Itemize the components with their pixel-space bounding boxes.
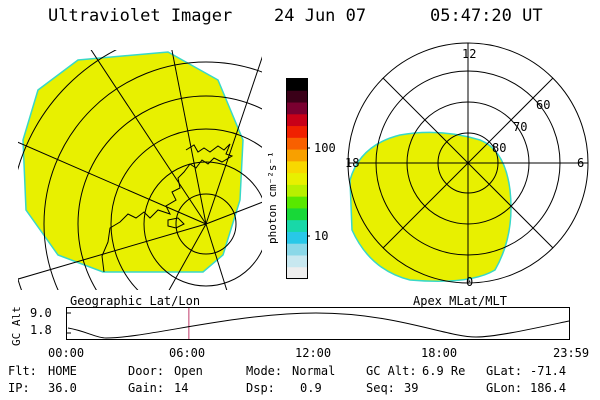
mlat-label-70: 70 (513, 120, 528, 134)
ip-value: 36.0 (48, 381, 77, 395)
mlt-label-18: 18 (345, 156, 360, 170)
colorbar-segment (287, 184, 307, 198)
time-tick-1200: 12:00 (295, 346, 332, 360)
door-label: Door: (128, 364, 165, 378)
colorbar-segment (287, 173, 307, 186)
flt-label: Flt: (8, 364, 37, 378)
mlt-label-6: 6 (577, 156, 585, 170)
image-time: 05:47:20 UT (430, 6, 543, 26)
mlat-label-60: 60 (536, 98, 551, 112)
time-tick-1800: 18:00 (421, 346, 458, 360)
instrument-title: Ultraviolet Imager (48, 6, 233, 26)
colorbar-segment (287, 149, 307, 162)
coastline-island (167, 217, 185, 229)
altitude-plot (66, 307, 570, 340)
seq-value: 39 (404, 381, 419, 395)
gcalt-value: 6.9 Re (422, 364, 466, 378)
door-value: Open (174, 364, 203, 378)
mlt-label-12: 12 (462, 47, 477, 61)
mode-value: Normal (292, 364, 336, 378)
colorbar-segment (287, 126, 307, 139)
ip-label: IP: (8, 381, 30, 395)
colorbar-segment (287, 102, 307, 115)
polar-grid (347, 42, 589, 284)
image-date: 24 Jun 07 (274, 6, 367, 26)
altitude-ytick-high: 9.0 (30, 306, 52, 320)
dsp-value: 0.9 (300, 381, 322, 395)
magnetic-polar-panel (347, 42, 589, 284)
time-tick-0000: 00:00 (48, 346, 85, 360)
colorbar-unit-label: photon cm⁻²s⁻¹ (266, 151, 279, 244)
geographic-grid (18, 50, 262, 290)
colorbar-segment (287, 137, 307, 151)
coastline (101, 143, 234, 273)
glon-label: GLon: (486, 381, 523, 395)
flt-value: HOME (48, 364, 77, 378)
gain-label: Gain: (128, 381, 165, 395)
mlat-label-80: 80 (492, 141, 507, 155)
colorbar-tick-100: 100 (314, 141, 336, 155)
glon-value: 186.4 (530, 381, 567, 395)
gcalt-label: GC Alt: (366, 364, 417, 378)
geographic-map-panel (18, 50, 262, 290)
gain-value: 14 (174, 381, 189, 395)
glat-value: -71.4 (530, 364, 567, 378)
colorbar-tick-10: 10 (314, 229, 329, 243)
time-tick-0600: 06:00 (169, 346, 206, 360)
colorbar-segment (287, 161, 307, 174)
colorbar-segment (287, 231, 307, 245)
seq-label: Seq: (366, 381, 395, 395)
time-tick-2359: 23:59 (553, 346, 590, 360)
glat-label: GLat: (486, 364, 523, 378)
dsp-label: Dsp: (246, 381, 275, 395)
colorbar-segment (287, 114, 307, 127)
magnetic-auroral-image (349, 131, 512, 282)
mode-label: Mode: (246, 364, 283, 378)
colorbar-segment (287, 196, 307, 209)
colorbar-segment (287, 79, 307, 92)
altitude-curve (67, 312, 570, 339)
altitude-ytick-low: 1.8 (30, 323, 52, 337)
colorbar-segment (287, 267, 307, 280)
geographic-caption: Geographic Lat/Lon (70, 294, 201, 308)
colorbar-segment (287, 90, 307, 104)
apex-caption: Apex MLat/MLT (413, 294, 507, 308)
colorbar-segment (287, 255, 307, 268)
colorbar-segment (287, 243, 307, 256)
altitude-ylabel: GC Alt (10, 306, 23, 346)
colorbar-segment (287, 220, 307, 233)
mlt-label-0: 0 (466, 275, 474, 289)
colorbar-segment (287, 208, 307, 221)
colorbar (286, 78, 310, 280)
